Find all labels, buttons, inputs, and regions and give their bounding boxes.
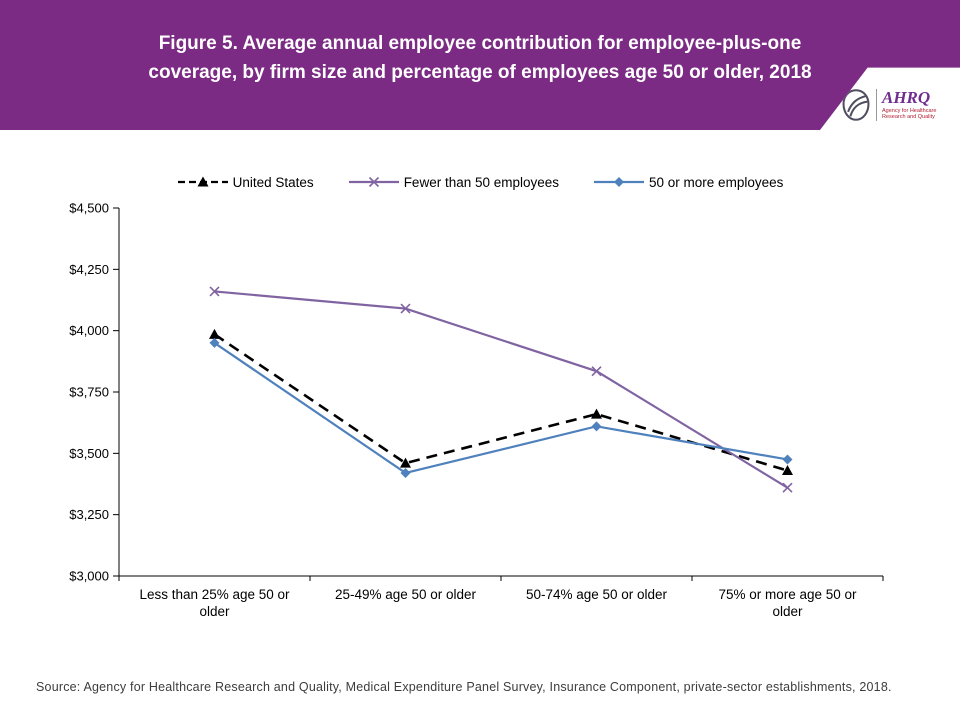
legend-marker-diamond-icon (594, 177, 645, 187)
ahrq-logo-text: AHRQ Agency for Healthcare Research and … (876, 88, 952, 121)
figure-header: Figure 5. Average annual employee contri… (0, 0, 960, 130)
legend-item: United States (177, 175, 314, 190)
x-category-label: older (772, 604, 803, 619)
hhs-eagle-icon (842, 89, 870, 121)
x-category-label: 25-49% age 50 or older (335, 587, 477, 602)
legend-label: Fewer than 50 employees (403, 174, 560, 190)
line-chart: $3,000 $3,250 $3,500 $3,750 $4,000 $4,250 $4,5… (69, 201, 884, 619)
y-tick-label: $3,500 (69, 446, 109, 461)
legend-marker-x-icon (348, 176, 399, 188)
chart-legend: United States Fewer than 50 employees 50 o… (0, 172, 960, 192)
y-tick-label: $4,250 (69, 262, 109, 277)
legend-label: 50 or more employees (649, 174, 784, 190)
legend-item: 50 or more employees (593, 175, 783, 190)
figure-title: Figure 5. Average annual employee contri… (70, 0, 890, 87)
y-tick-label: $4,500 (69, 201, 109, 216)
y-tick-label: $3,750 (69, 385, 109, 400)
y-tick-label: $3,000 (69, 569, 109, 584)
source-note: Source: Agency for Healthcare Research a… (36, 680, 892, 694)
y-tick-label: $4,000 (69, 323, 109, 338)
ahrq-tagline: Agency for Healthcare Research and Quali… (882, 108, 937, 120)
legend-item: Fewer than 50 employees (348, 175, 559, 190)
y-tick-label: $3,250 (69, 507, 109, 522)
figure-title-line2: coverage, by firm size and percentage of… (148, 61, 812, 83)
x-category-label: Less than 25% age 50 or (139, 587, 290, 602)
x-category-label: older (199, 604, 230, 619)
legend-marker-triangle-icon (177, 176, 228, 187)
series-line-fewer-than-50-employees (214, 290, 789, 489)
ahrq-wordmark: AHRQ (882, 88, 931, 108)
figure-title-line1: Figure 5. Average annual employee contri… (158, 33, 802, 54)
x-category-label: 50-74% age 50 or older (526, 587, 668, 602)
x-category-label: 75% or more age 50 or (718, 587, 857, 602)
ahrq-logo-inner: AHRQ Agency for Healthcare Research and … (841, 88, 952, 122)
legend-label: United States (232, 174, 314, 190)
series-line-50-or-more-employees (213, 342, 788, 475)
